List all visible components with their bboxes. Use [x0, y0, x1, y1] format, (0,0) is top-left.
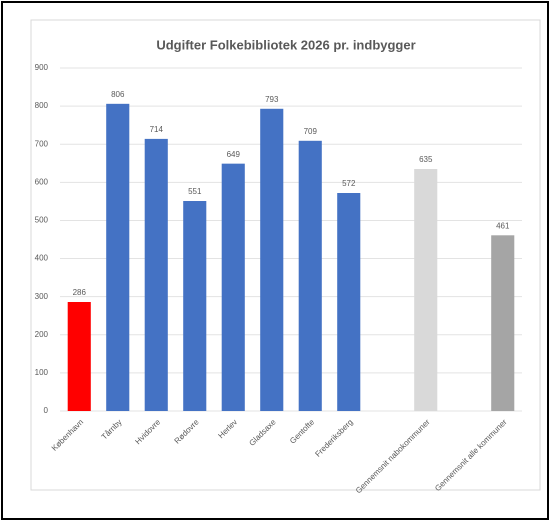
bar [260, 108, 284, 411]
data-label: 286 [73, 288, 87, 297]
y-tick-label: 100 [35, 368, 49, 377]
bar [298, 140, 322, 411]
bar [144, 138, 168, 412]
data-label: 714 [150, 125, 164, 134]
y-tick-label: 400 [35, 254, 49, 263]
bar [337, 193, 361, 411]
data-label: 806 [111, 90, 125, 99]
bar [414, 168, 438, 411]
data-label: 635 [419, 155, 433, 164]
y-tick-label: 800 [35, 101, 49, 110]
bar [67, 302, 91, 411]
data-label: 709 [304, 127, 318, 136]
y-tick-label: 700 [35, 139, 49, 148]
data-label: 551 [188, 187, 202, 196]
data-label: 793 [265, 95, 279, 104]
y-tick-label: 500 [35, 216, 49, 225]
data-label: 572 [342, 179, 356, 188]
y-tick-label: 200 [35, 330, 49, 339]
y-tick-label: 300 [35, 292, 49, 301]
bar [491, 235, 515, 411]
y-tick-label: 0 [44, 406, 49, 415]
data-label: 461 [496, 221, 510, 230]
y-tick-label: 900 [35, 63, 49, 72]
bar [221, 163, 245, 411]
data-label: 649 [227, 150, 241, 159]
y-tick-label: 600 [35, 177, 49, 186]
chart-title: Udgifter Folkebibliotek 2026 pr. indbygg… [156, 37, 415, 52]
bar [106, 103, 130, 411]
bar [183, 201, 207, 411]
